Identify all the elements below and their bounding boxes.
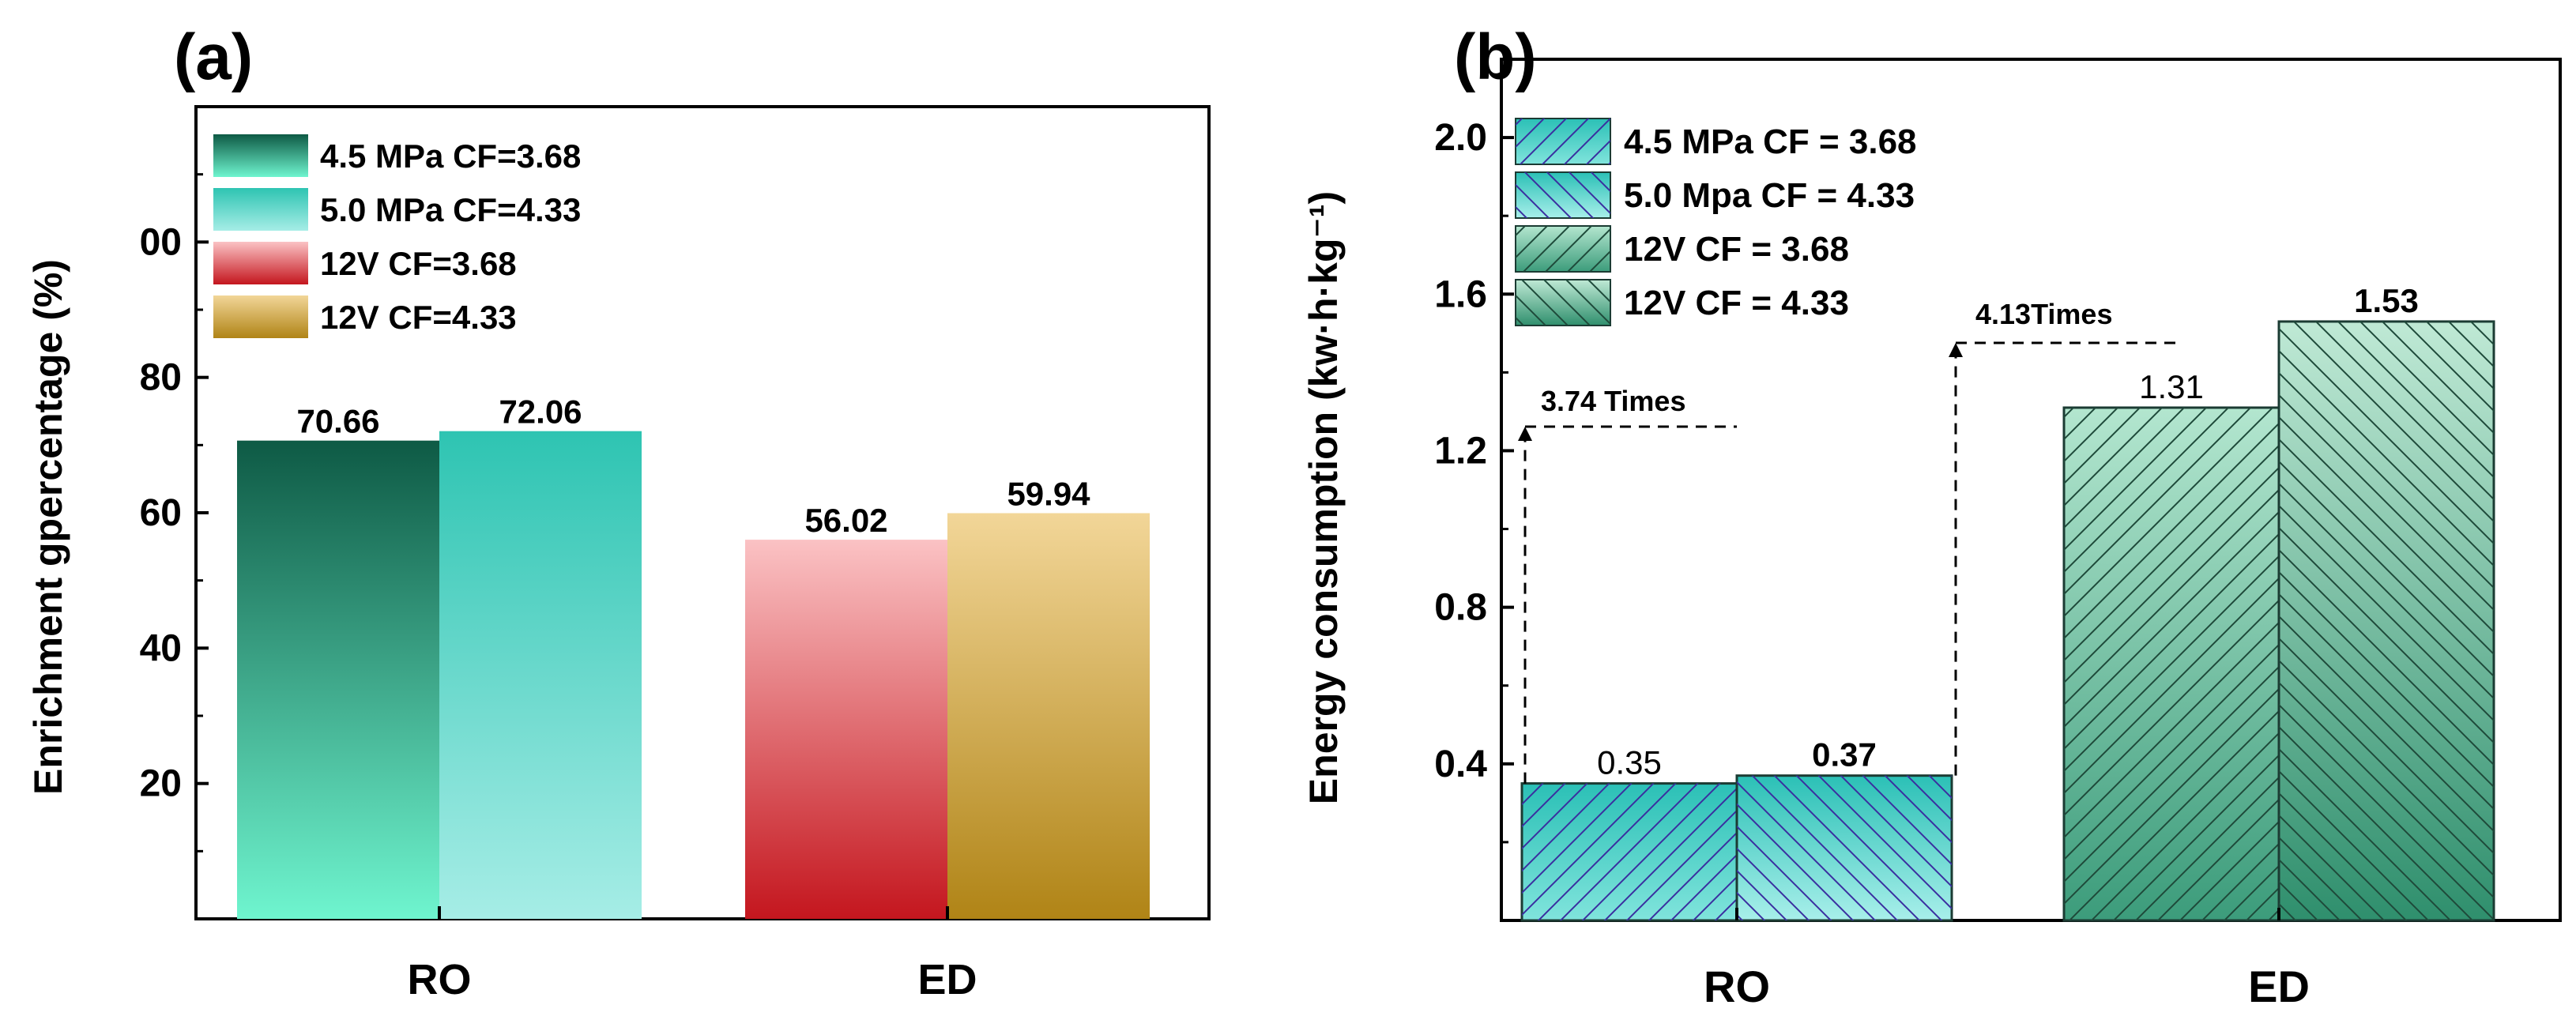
annotation-arrowhead	[1949, 343, 1963, 357]
bar-value-label: 59.94	[1007, 476, 1090, 513]
bar-value-label: 70.66	[296, 403, 379, 440]
y-tick-label: 1.6	[1434, 273, 1487, 315]
y-axis-title-b: Energy consumption (kw·h·kg⁻¹)	[1301, 191, 1346, 804]
bar	[745, 540, 947, 919]
chart-panel-b: (b) Energy consumption (kw·h·kg⁻¹) 0.40.…	[1301, 21, 2562, 1011]
legend-swatch-hatch	[1516, 280, 1610, 326]
annotation-text: 4.13Times	[1975, 298, 2112, 330]
bar-value-label: 0.35	[1597, 744, 1662, 781]
bar-hatch	[1737, 775, 1952, 920]
y-axis-title-a: Enrichment gpercentage (%)	[26, 259, 70, 795]
legend-label: 5.0 MPa CF=4.33	[320, 191, 581, 228]
chart-panel-a: (a) Enrichment gpercentage (%) 20 40 60 80 0…	[26, 21, 1211, 1003]
legend-a: 4.5 MPa CF=3.68 5.0 MPa CF=4.33 12V CF=3.6…	[213, 134, 581, 338]
bar-value-label: 1.53	[2354, 282, 2419, 319]
x-category-label: ED	[917, 956, 977, 1003]
y-axis-ticks-b: 0.4 0.8 1.2 1.6 2.0	[1434, 117, 1514, 844]
legend-b: 4.5 MPa CF = 3.68 5.0 Mpa CF = 4.33 12V CF…	[1515, 118, 1917, 326]
annotation-arrowhead	[1518, 427, 1532, 441]
bar-value-labels-b: 0.35 0.37 1.31 1.53	[1597, 282, 2419, 781]
y-tick-label: 20	[140, 763, 182, 805]
legend-swatch	[213, 295, 308, 338]
legend-label: 5.0 Mpa CF = 4.33	[1624, 176, 1915, 215]
x-category-label: RO	[1704, 962, 1770, 1011]
y-tick-label: 40	[140, 627, 182, 669]
y-tick-label: 2.0	[1434, 117, 1487, 159]
bar-hatch	[1522, 783, 1737, 920]
legend-label: 12V CF=3.68	[320, 245, 517, 282]
legend-label: 12V CF = 4.33	[1624, 284, 1849, 322]
annotation-text: 3.74 Times	[1541, 385, 1685, 417]
panel-label-a: (a)	[174, 21, 253, 93]
legend-swatch	[213, 134, 308, 177]
bar-value-labels-a: 70.66 72.06 56.02 59.94	[296, 393, 1090, 539]
legend-swatch-hatch	[1516, 226, 1610, 272]
bar-value-label: 56.02	[804, 502, 887, 539]
y-tick-label: 60	[140, 492, 182, 534]
panel-label-b: (b)	[1454, 21, 1537, 93]
legend-label: 12V CF = 3.68	[1624, 230, 1849, 269]
bar-hatch	[2279, 321, 2494, 920]
legend-label: 4.5 MPa CF=3.68	[320, 137, 581, 175]
y-tick-label: 00	[140, 221, 182, 263]
legend-swatch-hatch	[1516, 119, 1610, 164]
legend-label: 4.5 MPa CF = 3.68	[1624, 122, 1917, 161]
y-axis-ticks-a: 20 40 60 80 00	[140, 173, 209, 852]
x-axis-categories-b: RO ED	[1704, 908, 2310, 1011]
bar-value-label: 0.37	[1812, 736, 1877, 773]
bar	[237, 440, 439, 919]
y-tick-label: 80	[140, 357, 182, 399]
y-tick-label: 0.4	[1434, 743, 1487, 785]
bar-value-label: 72.06	[499, 393, 582, 431]
x-axis-categories-a: RO ED	[408, 906, 977, 1003]
y-tick-label: 0.8	[1434, 587, 1487, 629]
x-category-label: ED	[2248, 962, 2310, 1011]
legend-swatch	[213, 188, 308, 231]
x-category-label: RO	[408, 956, 472, 1003]
ratio-annotations-b: 3.74 Times 4.13Times	[1518, 298, 2181, 784]
bar	[439, 431, 642, 919]
legend-label: 12V CF=4.33	[320, 299, 517, 336]
y-tick-label: 1.2	[1434, 430, 1487, 472]
legend-swatch	[213, 242, 308, 284]
legend-swatch-hatch	[1516, 172, 1610, 218]
plot-frame-b	[1500, 58, 2562, 922]
bar-hatch	[2064, 407, 2279, 920]
bars-b	[1520, 320, 2495, 922]
bar	[947, 513, 1150, 919]
bars-a	[237, 431, 1150, 919]
bar-value-label: 1.31	[2139, 368, 2204, 405]
